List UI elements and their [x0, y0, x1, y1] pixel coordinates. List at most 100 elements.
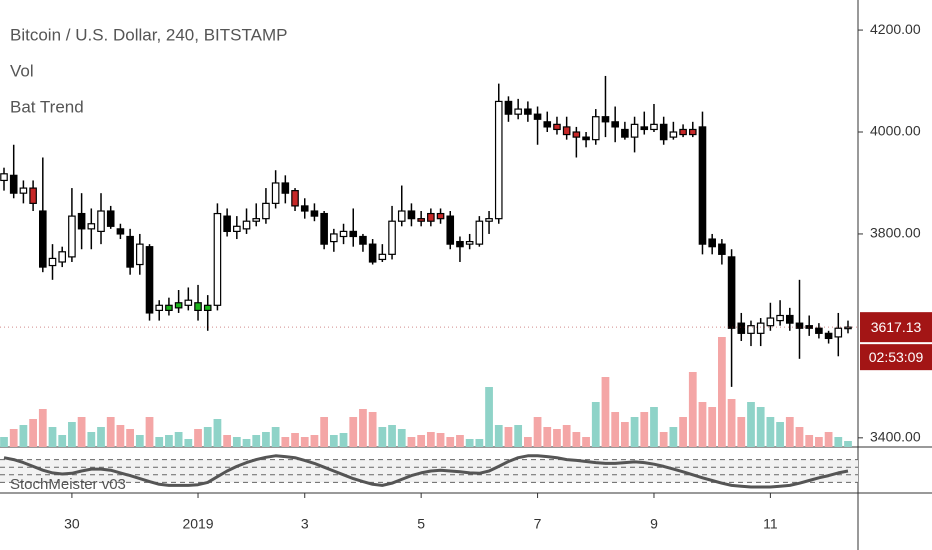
x-tick-label: 2019 — [182, 516, 213, 532]
indicator-label: Bat Trend — [10, 97, 84, 116]
volume-bar — [747, 402, 755, 447]
volume-bar — [426, 432, 435, 447]
volume-bar — [805, 435, 814, 447]
volume-bar — [698, 402, 707, 447]
candle-body — [766, 317, 775, 327]
candle-body — [494, 100, 503, 220]
candle-body — [805, 325, 813, 329]
volume-bar — [436, 433, 445, 447]
candle-body — [339, 230, 348, 238]
volume-bar — [0, 437, 8, 447]
volume-bar — [417, 435, 426, 447]
volume-bar — [446, 437, 455, 447]
candle-body — [591, 116, 600, 141]
candle-body — [785, 314, 794, 324]
volume-bar — [766, 417, 775, 447]
volume-bar — [591, 402, 600, 447]
candle-body — [397, 210, 406, 222]
candle-body — [727, 256, 736, 329]
volume-bar — [514, 425, 523, 447]
volume-bar — [611, 412, 620, 447]
candle-body — [650, 123, 658, 131]
candle-body — [543, 121, 552, 128]
candle-body — [485, 218, 493, 222]
candle-body — [116, 228, 125, 235]
volume-bar — [669, 427, 678, 447]
candle-body — [174, 302, 183, 309]
candle-body — [19, 187, 28, 194]
volume-bar — [252, 435, 261, 447]
x-tick-label: 9 — [650, 516, 658, 532]
volume-bar — [708, 407, 717, 447]
candle-body — [659, 123, 668, 141]
volume-bar — [815, 437, 823, 447]
candle-body — [184, 299, 193, 306]
candle-body — [106, 210, 115, 227]
candle-body — [795, 322, 804, 329]
volume-bar — [155, 437, 164, 447]
y-tick-label: 4200.00 — [870, 21, 921, 37]
candle-body — [378, 253, 387, 261]
candle-body — [630, 123, 639, 138]
candle-body — [553, 123, 561, 131]
candle-body — [165, 304, 173, 312]
volume-bar — [145, 417, 154, 447]
candle-body — [601, 116, 610, 123]
volume-bar — [310, 435, 319, 447]
candle-body — [233, 225, 241, 233]
volume-bar — [620, 422, 629, 447]
candle-body — [465, 240, 474, 245]
x-tick-label: 7 — [534, 516, 542, 532]
volume-bar — [9, 429, 18, 447]
candle-body — [417, 218, 425, 222]
volume-bar — [388, 425, 396, 447]
volume-bar — [795, 427, 804, 447]
countdown-label: 02:53:09 — [869, 349, 924, 365]
candle-body — [368, 243, 377, 263]
volume-bar — [572, 432, 581, 447]
volume-bar — [320, 417, 329, 447]
candle-body — [708, 238, 716, 248]
volume-bar — [87, 432, 96, 447]
candle-body — [281, 182, 290, 194]
candle-body — [145, 246, 154, 314]
volume-bar — [688, 372, 697, 447]
candle-body — [48, 257, 57, 267]
candle-body — [698, 126, 707, 245]
candle-body — [815, 327, 823, 334]
last-price-label: 3617.13 — [871, 319, 922, 335]
candle-body — [203, 304, 212, 312]
volume-bar — [291, 433, 299, 447]
volume-bar — [194, 429, 202, 447]
candle-body — [291, 190, 299, 207]
candle-body — [310, 210, 319, 217]
candle-body — [271, 182, 280, 204]
volume-bar — [485, 387, 493, 447]
volume-bar — [242, 439, 251, 447]
candle-body — [300, 205, 309, 212]
stoch-line — [3, 454, 849, 489]
volume-bar — [106, 417, 115, 447]
candle-body — [39, 210, 47, 268]
volume-bar — [126, 429, 134, 447]
volume-bar — [19, 425, 28, 447]
candle-body — [572, 131, 581, 138]
candle-body — [223, 215, 231, 233]
volume-bar — [116, 425, 125, 447]
candle-body — [446, 215, 455, 245]
volume-bar — [271, 427, 280, 447]
volume-bar — [727, 399, 736, 447]
volume-bar — [359, 409, 367, 447]
candle-body — [679, 128, 687, 136]
candle-body — [0, 173, 8, 182]
volume-bar — [378, 427, 387, 447]
volume-bar — [38, 409, 47, 447]
volume-bar — [213, 419, 222, 447]
y-tick-label: 4000.00 — [870, 123, 921, 139]
candle-body — [136, 243, 144, 266]
candle-body — [29, 187, 37, 204]
volume-bar — [232, 437, 241, 447]
candle-body — [388, 220, 396, 255]
volume-bar — [456, 435, 464, 447]
